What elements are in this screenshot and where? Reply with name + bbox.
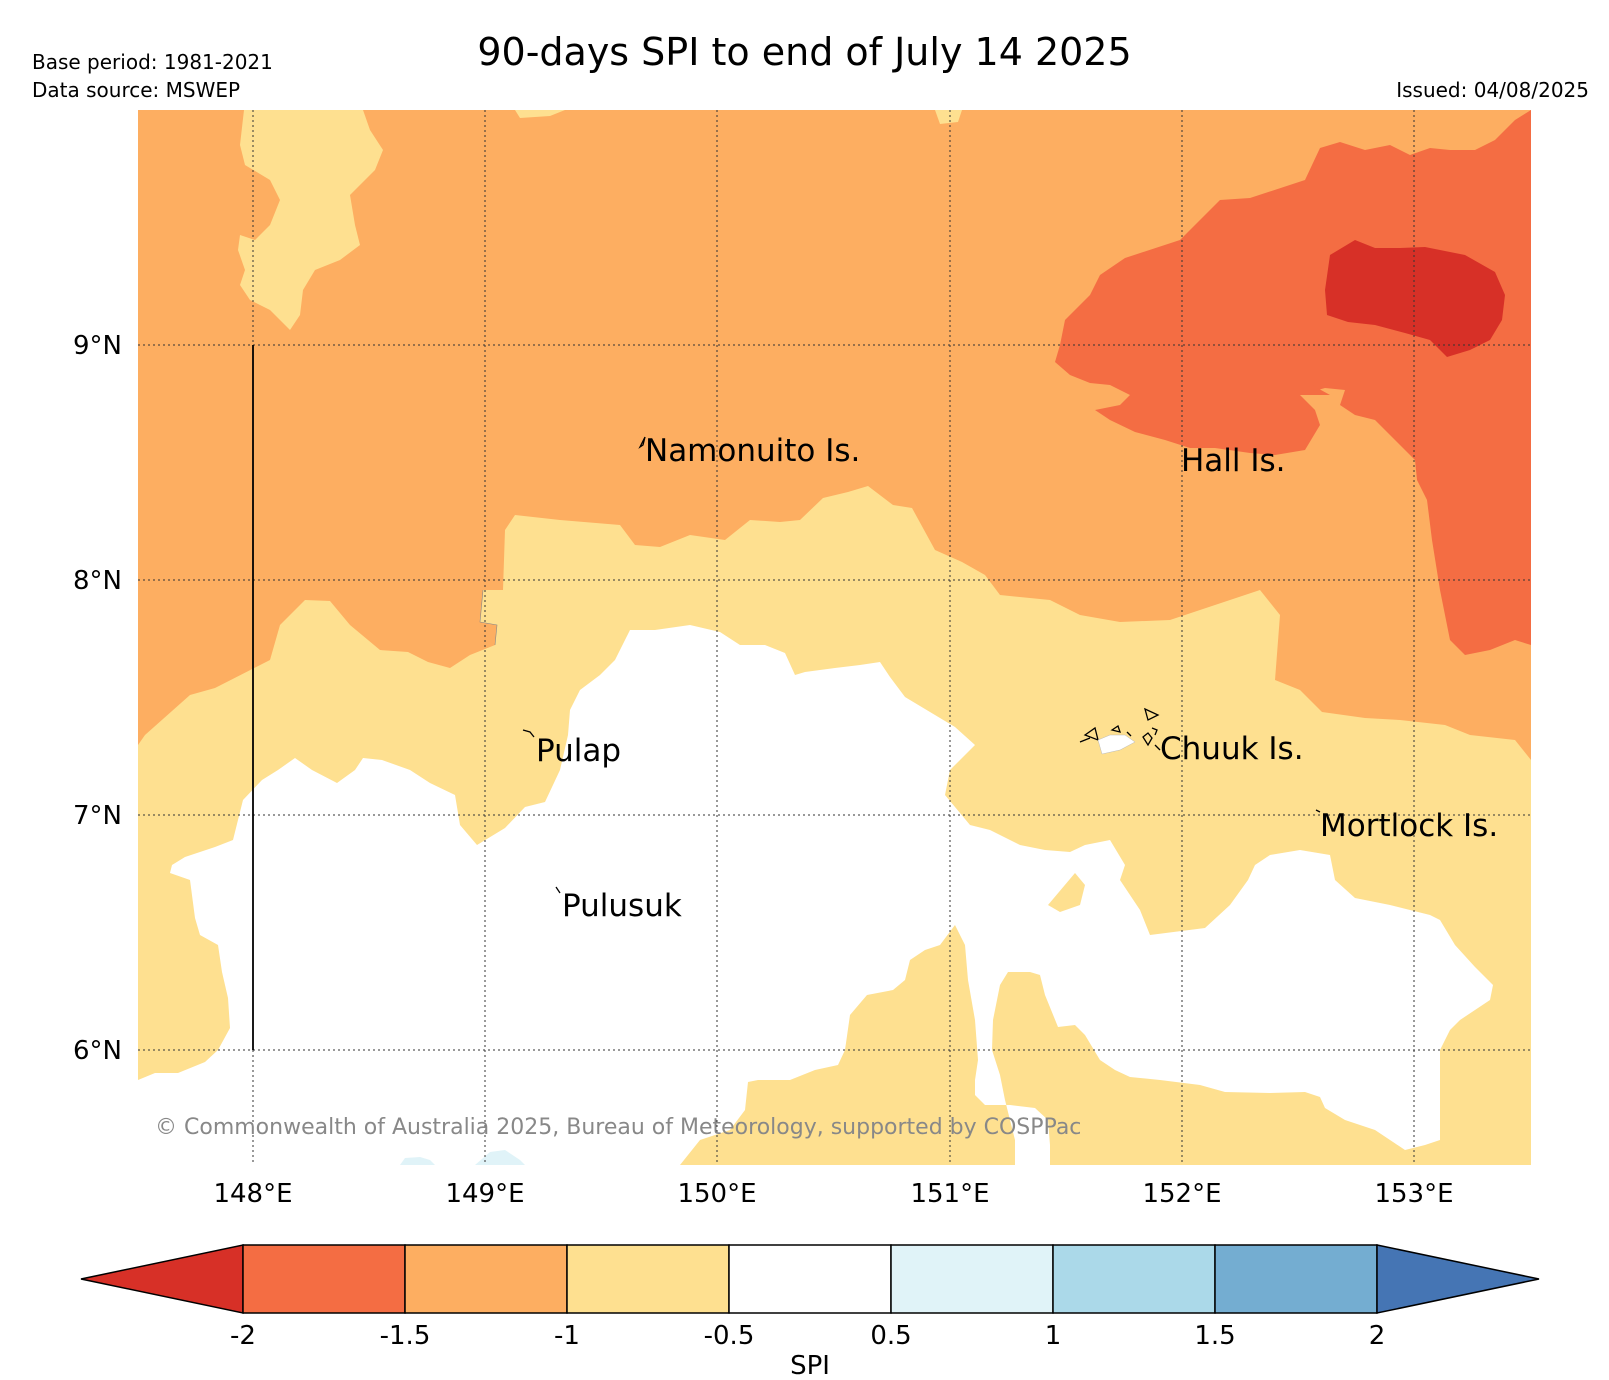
island-chuuk-outline bbox=[1126, 731, 1132, 737]
spi-region-slightly-dry bbox=[935, 110, 962, 124]
island-pulap-outline bbox=[522, 729, 535, 738]
lat-label: 9°N bbox=[73, 331, 122, 361]
spi-region-slightly-dry bbox=[1440, 1050, 1531, 1165]
colorbar-tick: -0.5 bbox=[704, 1321, 755, 1351]
island-chuuk-outline bbox=[1079, 726, 1099, 743]
colorbar-tick: 2 bbox=[1369, 1321, 1386, 1351]
lon-label: 150°E bbox=[677, 1179, 756, 1209]
colorbar-extend-high bbox=[1376, 1244, 1540, 1314]
spi-region-near-normal bbox=[138, 625, 1493, 1165]
island-namonuito-outline bbox=[638, 436, 646, 449]
colorbar-extend-low bbox=[80, 1244, 244, 1314]
place-label-hall: Hall Is. bbox=[1181, 443, 1286, 479]
place-labels: Namonuito Is. Hall Is. Pulap Chuuk Is. M… bbox=[536, 433, 1498, 924]
island-chuuk-outline bbox=[1154, 744, 1161, 751]
islands bbox=[522, 436, 1321, 894]
lon-label: 149°E bbox=[445, 1179, 524, 1209]
spi-contour-lines bbox=[479, 589, 498, 646]
colorbar-bin bbox=[1214, 1244, 1378, 1314]
lon-label: 152°E bbox=[1142, 1179, 1221, 1209]
colorbar-bin bbox=[890, 1244, 1054, 1314]
issued-date-text: Issued: 04/08/2025 bbox=[1396, 78, 1589, 102]
lat-label: 8°N bbox=[73, 566, 122, 596]
colorbar-bin bbox=[728, 1244, 892, 1314]
colorbar-tick: 0.5 bbox=[870, 1321, 911, 1351]
data-source-text: Data source: MSWEP bbox=[32, 78, 241, 102]
lon-label: 153°E bbox=[1374, 1179, 1453, 1209]
spi-region-slightly-dry bbox=[515, 110, 565, 118]
place-label-namonuito: Namonuito Is. bbox=[645, 433, 860, 469]
island-pulusuk-outline bbox=[555, 886, 561, 894]
spi-region-extremely-dry bbox=[1325, 240, 1505, 357]
colorbar-tick-labels: -2 -1.5 -1 -0.5 0.5 1 1.5 2 bbox=[230, 1321, 1385, 1351]
spi-region-slightly-dry bbox=[1048, 873, 1085, 912]
longitude-labels: 148°E 149°E 150°E 151°E 152°E 153°E bbox=[213, 1179, 1453, 1209]
spi-region-severely-dry bbox=[1300, 385, 1330, 395]
base-period-text: Base period: 1981-2021 bbox=[32, 50, 273, 74]
island-mortlock-outline bbox=[1315, 809, 1321, 813]
place-label-mortlock: Mortlock Is. bbox=[1320, 808, 1498, 844]
lon-label: 151°E bbox=[910, 1179, 989, 1209]
colorbar-bin bbox=[566, 1244, 730, 1314]
colorbar: -2 -1.5 -1 -0.5 0.5 1 1.5 2 SPI bbox=[80, 1244, 1540, 1380]
lon-label: 148°E bbox=[213, 1179, 292, 1209]
spi-region-slightly-wet bbox=[400, 1157, 435, 1165]
graticule bbox=[138, 110, 1531, 1165]
latitude-labels: 9°N 8°N 7°N 6°N bbox=[73, 331, 122, 1066]
colorbar-bin bbox=[1052, 1244, 1216, 1314]
spi-map-area: Namonuito Is. Hall Is. Pulap Chuuk Is. M… bbox=[138, 110, 1531, 1165]
place-label-pulap: Pulap bbox=[536, 733, 621, 769]
place-label-chuuk: Chuuk Is. bbox=[1160, 731, 1304, 767]
colorbar-tick: 1 bbox=[1045, 1321, 1062, 1351]
spi-region-slightly-dry bbox=[238, 110, 383, 330]
island-chuuk-outline bbox=[1110, 724, 1121, 733]
spi-region-severely-dry bbox=[1055, 110, 1531, 655]
colorbar-bin bbox=[242, 1244, 406, 1314]
place-label-pulusuk: Pulusuk bbox=[562, 888, 682, 924]
colorbar-tick: -1.5 bbox=[380, 1321, 431, 1351]
copyright-notice: © Commonwealth of Australia 2025, Bureau… bbox=[155, 1115, 1081, 1140]
colorbar-tick: -2 bbox=[230, 1321, 256, 1351]
lat-label: 7°N bbox=[73, 801, 122, 831]
spi-region-slightly-wet bbox=[475, 1150, 525, 1165]
spi-region-near-normal bbox=[1097, 734, 1136, 755]
island-chuuk-outline bbox=[1142, 732, 1153, 747]
colorbar-tick: -1 bbox=[554, 1321, 580, 1351]
island-chuuk-outline bbox=[1144, 707, 1160, 721]
colorbar-tick: 1.5 bbox=[1194, 1321, 1235, 1351]
colorbar-label: SPI bbox=[790, 1351, 830, 1380]
map-title: 90-days SPI to end of July 14 2025 bbox=[477, 30, 1132, 74]
lat-label: 6°N bbox=[73, 1036, 122, 1066]
colorbar-bin bbox=[404, 1244, 568, 1314]
island-chuuk-outline bbox=[1151, 727, 1158, 736]
